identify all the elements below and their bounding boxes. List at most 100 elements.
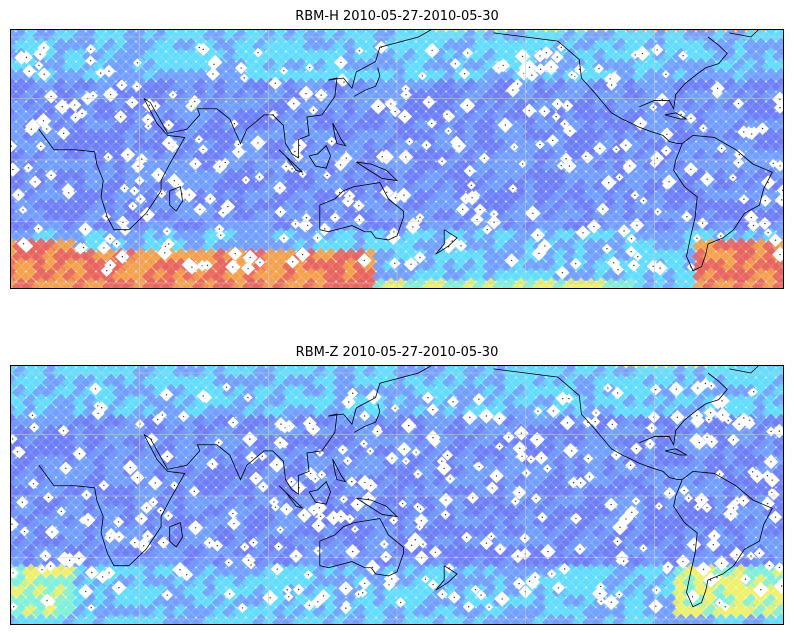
data-cell	[32, 267, 50, 286]
data-cell	[472, 563, 490, 582]
data-cell	[442, 187, 460, 206]
data-cell	[32, 97, 50, 116]
data-cell	[342, 403, 360, 422]
data-cell	[212, 237, 230, 256]
data-cell	[182, 77, 200, 96]
data-cell	[62, 413, 80, 432]
data-cell	[122, 583, 140, 602]
data-cell	[112, 483, 130, 502]
station-dot	[105, 270, 108, 272]
data-cell	[392, 383, 410, 402]
data-cell	[312, 207, 330, 226]
data-cell	[602, 563, 620, 582]
data-cell	[602, 217, 620, 236]
data-cell	[322, 403, 340, 422]
data-cell	[672, 217, 690, 236]
data-cell	[402, 267, 420, 286]
data-cell	[262, 137, 280, 156]
data-cell	[722, 443, 740, 462]
data-cell	[612, 423, 630, 442]
data-cell	[782, 245, 783, 248]
data-cell	[92, 107, 110, 126]
data-cell	[500, 287, 502, 288]
station-dot	[22, 209, 24, 211]
data-cell	[362, 127, 380, 146]
data-cell	[562, 77, 580, 96]
station-dot	[37, 227, 40, 230]
data-cell	[682, 237, 700, 256]
data-cell	[112, 257, 130, 276]
station-dot	[298, 144, 301, 147]
data-cell	[232, 107, 250, 126]
data-cell	[402, 47, 420, 66]
data-cell	[262, 383, 280, 402]
data-cell	[272, 513, 290, 532]
data-cell	[362, 513, 380, 532]
data-cell	[602, 483, 620, 502]
data-cell	[712, 247, 730, 266]
station-dot	[593, 225, 595, 228]
data-cell	[262, 217, 280, 236]
data-cell	[332, 97, 350, 116]
station-dot	[377, 105, 379, 108]
data-cell	[762, 403, 780, 422]
data-cell	[312, 237, 330, 256]
data-cell	[162, 67, 180, 86]
data-cell	[702, 443, 720, 462]
data-cell	[542, 523, 560, 542]
data-cell	[12, 513, 30, 532]
data-cell	[702, 107, 720, 126]
data-cell	[292, 57, 310, 76]
station-dot	[661, 98, 663, 101]
data-cell	[322, 147, 340, 166]
data-cell	[672, 197, 690, 216]
data-cell	[322, 483, 340, 502]
station-dot	[123, 187, 126, 190]
data-cell	[162, 573, 180, 592]
data-cell	[372, 513, 390, 532]
data-cell	[302, 453, 320, 472]
data-cell	[482, 137, 500, 156]
data-cell	[142, 47, 160, 66]
data-cell	[782, 461, 783, 464]
data-cell	[582, 513, 600, 532]
data-cell	[752, 157, 770, 176]
data-cell	[392, 513, 410, 532]
data-cell	[122, 257, 140, 276]
data-cell	[132, 267, 150, 286]
data-cell	[602, 227, 620, 246]
data-cell	[412, 147, 430, 166]
station-dot	[609, 78, 611, 80]
data-cell	[110, 287, 112, 288]
data-cell	[180, 287, 182, 288]
data-cell	[572, 207, 590, 226]
station-dot	[133, 190, 136, 192]
data-cell	[762, 257, 780, 276]
data-cell	[72, 523, 90, 542]
coastline	[353, 67, 381, 97]
data-cell	[182, 217, 200, 236]
data-cell	[252, 77, 270, 96]
data-cell	[452, 443, 470, 462]
data-cell	[142, 57, 160, 76]
data-cell	[332, 393, 350, 412]
data-cell	[182, 57, 200, 76]
data-cell	[442, 267, 460, 286]
data-cell	[190, 287, 192, 288]
data-cell	[52, 433, 70, 452]
data-cell	[12, 97, 30, 116]
data-cell	[522, 147, 540, 166]
data-cell	[602, 423, 620, 442]
data-cell	[52, 533, 70, 552]
data-cell	[682, 247, 700, 266]
data-cell	[732, 453, 750, 472]
station-dot	[343, 81, 345, 83]
data-cell	[32, 247, 50, 266]
station-dot	[532, 212, 534, 215]
data-cell	[762, 147, 780, 166]
data-cell	[632, 87, 650, 106]
station-dot	[234, 252, 236, 255]
data-cell	[572, 523, 590, 542]
data-cell	[292, 187, 310, 206]
data-cell	[752, 247, 770, 266]
